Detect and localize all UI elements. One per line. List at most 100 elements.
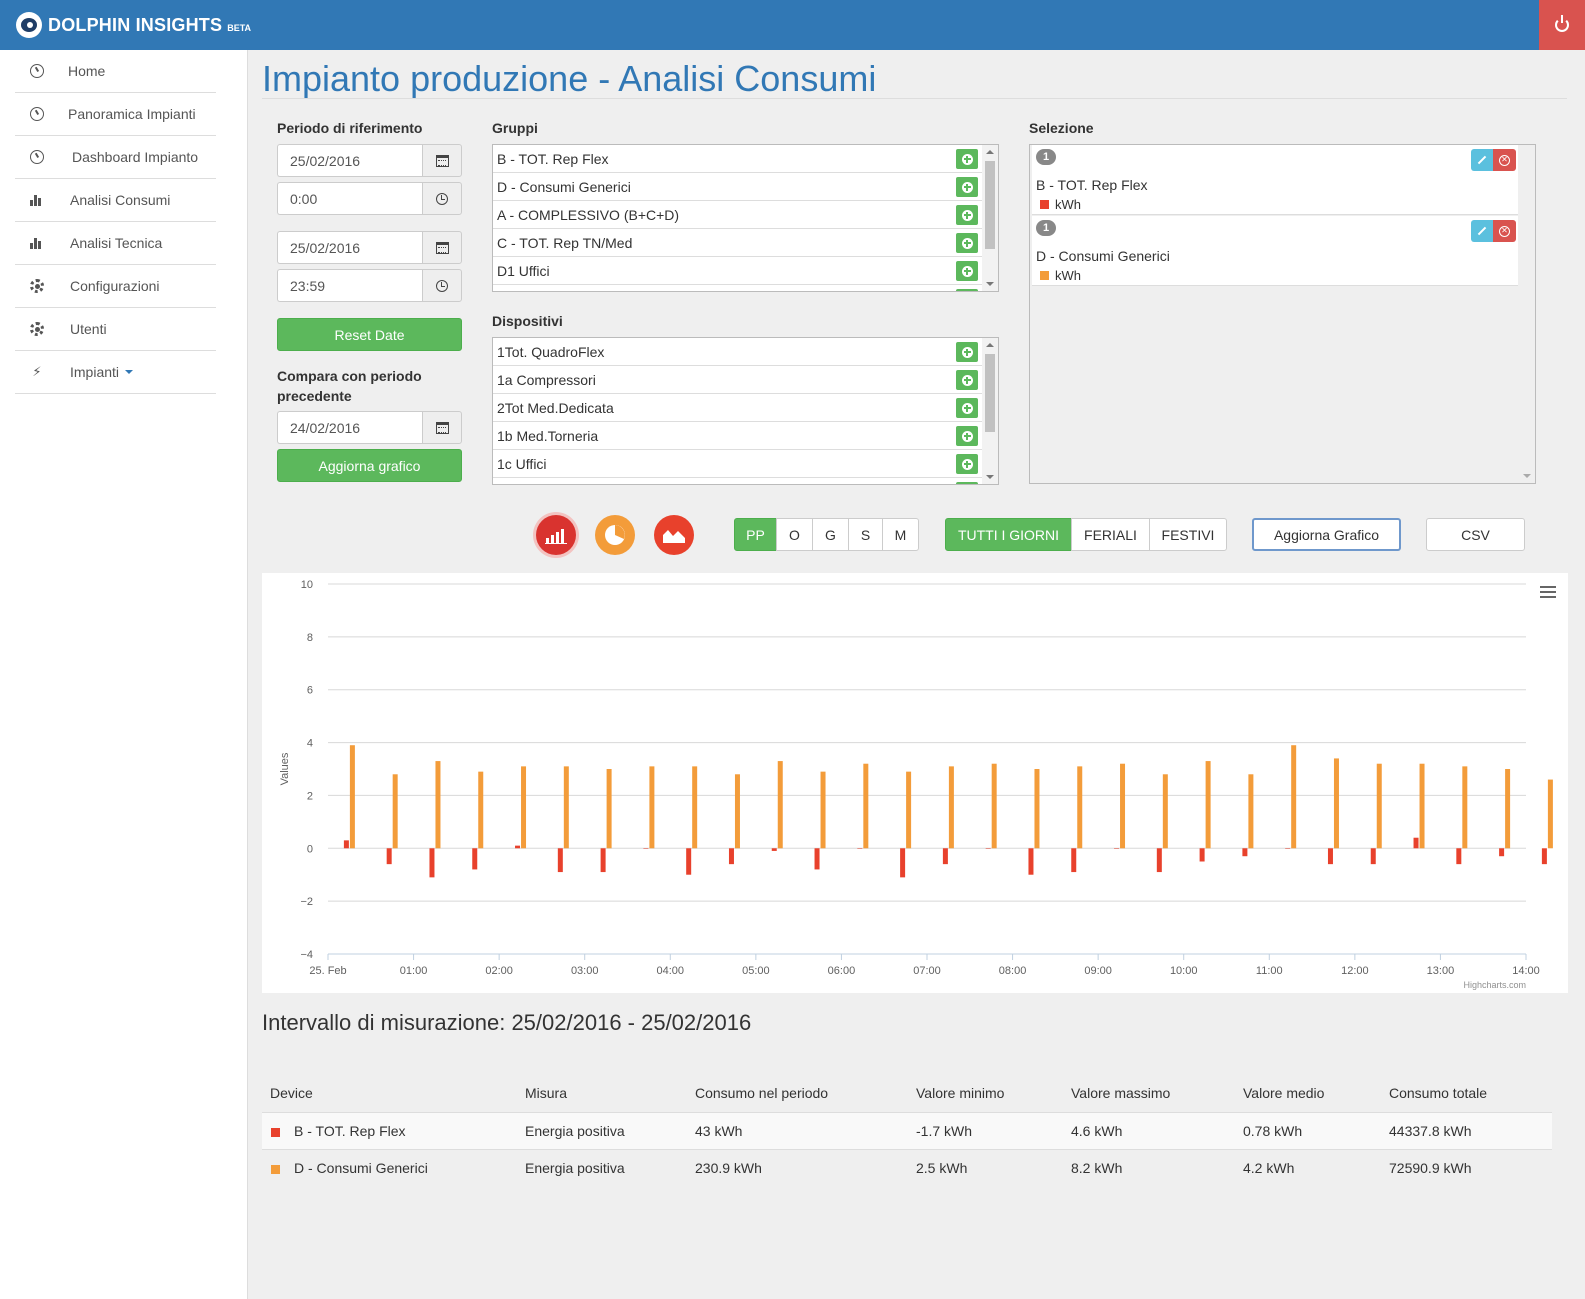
granularity-g-button[interactable]: G xyxy=(812,518,849,551)
sidebar-item-utenti[interactable]: Utenti xyxy=(15,308,216,351)
x-tick-label: 25. Feb xyxy=(309,965,346,977)
all-days-button[interactable]: TUTTI I GIORNI xyxy=(945,518,1072,551)
scroll-down-icon xyxy=(986,475,994,479)
bar-chart-icon xyxy=(545,529,567,544)
brand[interactable]: DOLPHIN INSIGHTS BETA xyxy=(16,12,251,38)
scroll-thumb[interactable] xyxy=(985,354,995,432)
granularity-pp-button[interactable]: PP xyxy=(734,518,777,551)
selection-scrollbar[interactable] xyxy=(1519,145,1535,483)
column-header-device: Device xyxy=(270,1085,313,1101)
chart-menu-button[interactable] xyxy=(1540,586,1556,598)
end-time-clock-button[interactable] xyxy=(422,269,462,302)
add-group-button[interactable] xyxy=(956,233,978,253)
compare-date-calendar-button[interactable] xyxy=(422,411,462,444)
bar xyxy=(386,848,392,865)
pie-chart-type-button[interactable] xyxy=(595,515,635,555)
granularity-m-button[interactable]: M xyxy=(882,518,919,551)
groups-scrollbar[interactable] xyxy=(982,145,998,291)
compare-date-input[interactable]: 24/02/2016 xyxy=(277,411,422,444)
granularity-o-button[interactable]: O xyxy=(776,518,813,551)
end-time-input[interactable]: 23:59 xyxy=(277,269,422,302)
add-device-button[interactable] xyxy=(956,426,978,446)
bar-chart-type-button[interactable] xyxy=(536,515,576,555)
pencil-icon xyxy=(1477,155,1487,165)
add-device-button[interactable] xyxy=(956,370,978,390)
cell-max: 4.6 kWh xyxy=(1071,1123,1123,1139)
scroll-thumb[interactable] xyxy=(985,161,995,249)
device-item: 2Tot Med.Dedicata xyxy=(493,394,998,422)
plus-circle-icon xyxy=(961,458,973,470)
compare-date-group: 24/02/2016 xyxy=(277,411,462,444)
sidebar-item-configurazioni[interactable]: Configurazioni xyxy=(15,265,216,308)
bar xyxy=(771,848,777,851)
bar xyxy=(478,771,484,849)
bar xyxy=(1370,848,1376,865)
sidebar-item-label: Utenti xyxy=(70,321,107,337)
add-device-button[interactable] xyxy=(956,482,978,484)
weekdays-button[interactable]: FERIALI xyxy=(1071,518,1150,551)
area-chart-type-button[interactable] xyxy=(654,515,694,555)
add-group-button[interactable] xyxy=(956,149,978,169)
clock-icon xyxy=(436,279,448,292)
bar xyxy=(1462,766,1468,849)
start-time-clock-button[interactable] xyxy=(422,182,462,215)
edit-selection-button[interactable] xyxy=(1471,220,1493,242)
start-date-calendar-button[interactable] xyxy=(422,144,462,177)
csv-export-button[interactable]: CSV xyxy=(1426,518,1525,551)
selection-panel: 1 B - TOT. Rep Flex kWh ✕ 1 D - Consumi … xyxy=(1029,144,1536,484)
bar xyxy=(863,763,869,849)
bar xyxy=(1456,848,1462,865)
remove-selection-button[interactable]: ✕ xyxy=(1493,220,1516,242)
sidebar-item-analisi-tecnica[interactable]: Analisi Tecnica xyxy=(15,222,216,265)
sidebar-item-panoramica-impianti[interactable]: Panoramica Impianti xyxy=(15,93,216,136)
remove-selection-button[interactable]: ✕ xyxy=(1493,149,1516,171)
remove-circle-icon: ✕ xyxy=(1499,154,1510,166)
sidebar-item-analisi-consumi[interactable]: Analisi Consumi xyxy=(15,179,216,222)
end-date-input[interactable]: 25/02/2016 xyxy=(277,231,422,264)
calendar-icon xyxy=(435,241,449,254)
y-tick-label: 8 xyxy=(307,632,313,644)
end-date-calendar-button[interactable] xyxy=(422,231,462,264)
group-item-label: C - TOT. Rep TN/Med xyxy=(497,234,633,251)
chart-bars xyxy=(343,745,1585,878)
chart-axes: 10 8 6 4 2 0 −2 −4 25. Feb 01:00 02:00 03:00 04:00 05… xyxy=(279,579,1540,990)
series-color-swatch xyxy=(1040,271,1049,280)
start-date-input[interactable]: 25/02/2016 xyxy=(277,144,422,177)
devices-list[interactable]: 1Tot. QuadroFlex 1a Compressori 2Tot Med… xyxy=(492,337,999,485)
logout-button[interactable] xyxy=(1539,0,1585,50)
sidebar-item-dashboard-impianto[interactable]: Dashboard Impianto xyxy=(15,136,216,179)
bar xyxy=(692,766,698,849)
add-device-button[interactable] xyxy=(956,454,978,474)
add-group-button[interactable] xyxy=(956,177,978,197)
refresh-chart-button[interactable]: Aggiorna Grafico xyxy=(1252,518,1401,551)
cell-min: 2.5 kWh xyxy=(916,1160,968,1176)
bar xyxy=(1541,848,1547,865)
devices-scrollbar[interactable] xyxy=(982,338,998,484)
group-item: C - TOT. Rep TN/Med xyxy=(493,229,998,257)
reset-date-button[interactable]: Reset Date xyxy=(277,318,462,351)
device-item-label: 2Tot Med.Dedicata xyxy=(497,399,614,416)
holidays-button[interactable]: FESTIVI xyxy=(1149,518,1227,551)
gear-icon xyxy=(30,279,44,293)
edit-selection-button[interactable] xyxy=(1471,149,1493,171)
selection-badge: 1 xyxy=(1036,149,1056,165)
groups-list[interactable]: B - TOT. Rep Flex D - Consumi Generici A… xyxy=(492,144,999,292)
add-group-button[interactable] xyxy=(956,205,978,225)
add-device-button[interactable] xyxy=(956,342,978,362)
dashboard-icon xyxy=(30,107,44,121)
add-device-button[interactable] xyxy=(956,398,978,418)
series-color-swatch xyxy=(271,1165,280,1174)
start-time-input[interactable]: 0:00 xyxy=(277,182,422,215)
granularity-s-button[interactable]: S xyxy=(848,518,883,551)
x-tick-label: 10:00 xyxy=(1170,965,1198,977)
sidebar-item-impianti[interactable]: ⚡︎ Impianti xyxy=(15,351,216,394)
bar xyxy=(1419,763,1425,849)
x-tick-label: 02:00 xyxy=(485,965,513,977)
device-item-partial xyxy=(493,478,998,484)
update-chart-button[interactable]: Aggiorna grafico xyxy=(277,449,462,482)
add-group-button[interactable] xyxy=(956,261,978,281)
add-group-button[interactable] xyxy=(956,289,978,291)
sidebar-item-home[interactable]: Home xyxy=(15,50,216,93)
group-item-label: A - COMPLESSIVO (B+C+D) xyxy=(497,206,680,223)
x-tick-label: 08:00 xyxy=(999,965,1027,977)
